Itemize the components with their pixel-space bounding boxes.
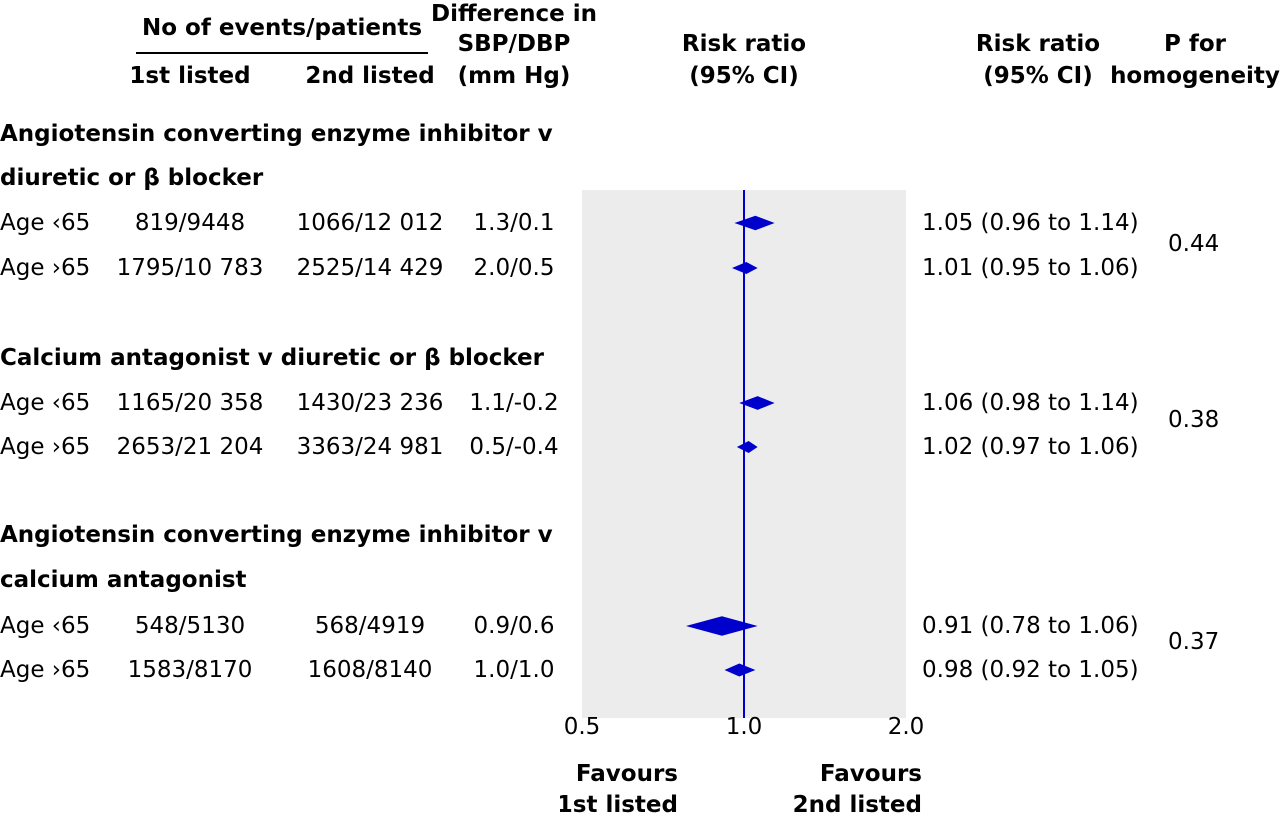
tick-label-1: 0.5 <box>564 714 601 740</box>
g1-r1-age: Age ‹65 <box>0 210 91 236</box>
g2-r2-bp-diff: 0.5/-0.4 <box>469 434 559 460</box>
g1-r1-events-1st: 819/9448 <box>134 210 246 236</box>
rr-diamond-4 <box>736 441 758 453</box>
g1-r2-bp-diff: 2.0/0.5 <box>473 255 555 281</box>
rr-diamond-1 <box>734 215 775 231</box>
p-header-line1: P for <box>1163 31 1226 57</box>
g2-r1-rr-text: 1.06 (0.98 to 1.14) <box>922 390 1139 416</box>
favours-right-line1: Favours <box>820 761 922 787</box>
tick-label-3: 2.0 <box>888 714 925 740</box>
g2-r2-rr-text: 1.02 (0.97 to 1.06) <box>922 434 1139 460</box>
g2-r1-events-1st: 1165/20 358 <box>116 390 264 416</box>
g3-r1-age: Age ‹65 <box>0 613 91 639</box>
g3-r2-events-1st: 1583/8170 <box>127 657 253 683</box>
favours-left-line1: Favours <box>576 761 678 787</box>
g3-r1-events-2nd: 568/4919 <box>314 613 426 639</box>
g1-r1-rr-text: 1.05 (0.96 to 1.14) <box>922 210 1139 236</box>
rr-diamond-3 <box>739 396 775 410</box>
g3-r2-events-2nd: 1608/8140 <box>307 657 433 683</box>
g1-r2-events-1st: 1795/10 783 <box>116 255 264 281</box>
g2-r1-bp-diff: 1.1/-0.2 <box>469 390 559 416</box>
rr-diamond-6 <box>724 663 756 677</box>
g2-p-homogeneity: 0.38 <box>1168 407 1220 433</box>
g3-r2-age: Age ›65 <box>0 657 91 683</box>
g2-r1-events-2nd: 1430/23 236 <box>296 390 444 416</box>
g2-r2-events-1st: 2653/21 204 <box>116 434 264 460</box>
rr-plot-header-line2: (95% CI) <box>689 63 799 89</box>
group3-title-line2: calcium antagonist <box>0 567 247 593</box>
favours-right-line2: 2nd listed <box>793 792 922 814</box>
events-header: No of events/patients <box>141 15 423 41</box>
bp-diff-header-line3: (mm Hg) <box>457 63 571 89</box>
g3-r2-bp-diff: 1.0/1.0 <box>473 657 555 683</box>
events-header-rule <box>136 52 428 54</box>
bp-diff-header-line1: Difference in <box>430 1 598 27</box>
forest-plot: 0.5 1.0 2.0 Favours 1st listed Favours 2nd… <box>560 190 925 814</box>
bp-diff-header-line2: SBP/DBP <box>457 31 571 57</box>
rr-text-header-line2: (95% CI) <box>983 63 1093 89</box>
g1-r2-age: Age ›65 <box>0 255 91 281</box>
tick-label-2: 1.0 <box>726 714 763 740</box>
rr-text-header-line1: Risk ratio <box>975 31 1101 57</box>
g3-r2-rr-text: 0.98 (0.92 to 1.05) <box>922 657 1139 683</box>
group2-title-line1: Calcium antagonist v diuretic or β block… <box>0 345 544 371</box>
g1-r1-bp-diff: 1.3/0.1 <box>473 210 555 236</box>
g1-r2-events-2nd: 2525/14 429 <box>296 255 444 281</box>
rr-plot-header-line1: Risk ratio <box>681 31 807 57</box>
favours-left-line2: 1st listed <box>560 792 678 814</box>
g3-r1-bp-diff: 0.9/0.6 <box>473 613 555 639</box>
second-listed-header: 2nd listed <box>305 63 435 89</box>
g2-r2-age: Age ›65 <box>0 434 91 460</box>
first-listed-header: 1st listed <box>129 63 251 89</box>
group1-title-line2: diuretic or β blocker <box>0 165 264 191</box>
g1-r1-events-2nd: 1066/12 012 <box>296 210 444 236</box>
p-header-line2: homogeneity <box>1110 63 1280 89</box>
g3-p-homogeneity: 0.37 <box>1168 629 1220 655</box>
group3-title-line1: Angiotensin converting enzyme inhibitor … <box>0 522 553 548</box>
g2-r1-age: Age ‹65 <box>0 390 91 416</box>
rr-diamond-5 <box>685 616 758 636</box>
g2-r2-events-2nd: 3363/24 981 <box>296 434 444 460</box>
g1-p-homogeneity: 0.44 <box>1168 231 1220 257</box>
g3-r1-rr-text: 0.91 (0.78 to 1.06) <box>922 613 1139 639</box>
g1-r2-rr-text: 1.01 (0.95 to 1.06) <box>922 255 1139 281</box>
g3-r1-events-1st: 548/5130 <box>134 613 246 639</box>
rr-diamond-2 <box>732 261 758 275</box>
group1-title-line1: Angiotensin converting enzyme inhibitor … <box>0 121 553 147</box>
